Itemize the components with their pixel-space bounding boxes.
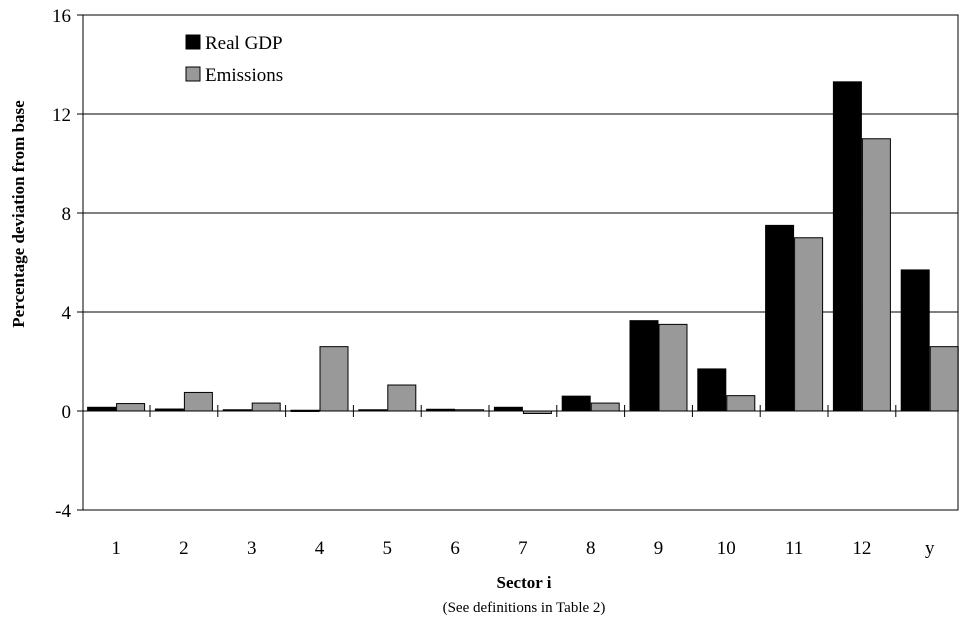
x-tick-label: y xyxy=(925,538,935,559)
bar-real-gdp xyxy=(900,269,930,412)
y-tick-label: 16 xyxy=(52,6,71,27)
legend-swatch xyxy=(185,34,201,50)
x-tick-label: 8 xyxy=(586,538,596,559)
x-tick-label: 7 xyxy=(518,538,528,559)
legend-label: Emissions xyxy=(205,65,283,86)
y-tick-label: 0 xyxy=(62,402,72,423)
y-tick-label: -4 xyxy=(55,501,71,522)
bar-emissions xyxy=(929,346,959,412)
x-axis-title: Sector i xyxy=(497,573,552,592)
x-tick-label: 10 xyxy=(717,538,736,559)
plot-frame xyxy=(82,14,959,511)
x-tick-label: 3 xyxy=(247,538,257,559)
x-tick-label: 11 xyxy=(785,538,803,559)
y-axis-title: Percentage deviation from base xyxy=(9,100,28,328)
x-tick-label: 12 xyxy=(852,538,871,559)
bar-emissions xyxy=(726,395,756,412)
y-tick-label: 8 xyxy=(62,204,72,225)
bar-emissions xyxy=(251,402,281,412)
axis-layer xyxy=(77,14,959,511)
bar-emissions xyxy=(658,323,688,412)
bar-emissions xyxy=(590,402,620,412)
x-tick-label: 4 xyxy=(315,538,325,559)
x-tick-label: 6 xyxy=(450,538,460,559)
y-tick-label: 4 xyxy=(62,303,72,324)
legend: Real GDP Emissions xyxy=(185,33,283,86)
bar-real-gdp xyxy=(493,406,523,412)
x-tick-label: 9 xyxy=(654,538,664,559)
bar-real-gdp xyxy=(697,368,727,412)
bar-emissions xyxy=(183,391,213,412)
grid-layer xyxy=(83,113,958,313)
x-tick-label: 5 xyxy=(383,538,393,559)
bar-emissions xyxy=(794,237,824,412)
x-tick-label: 1 xyxy=(111,538,121,559)
bar-emissions xyxy=(319,346,349,412)
bar-emissions xyxy=(387,384,417,412)
legend-swatch xyxy=(185,66,201,82)
bar-real-gdp xyxy=(561,395,591,412)
bar-emissions xyxy=(116,403,146,412)
y-tick-label: 12 xyxy=(52,105,71,126)
bar-layer xyxy=(87,81,959,414)
bar-real-gdp xyxy=(765,224,795,412)
x-tick-label: 2 xyxy=(179,538,189,559)
bar-real-gdp xyxy=(87,406,117,412)
bar-emissions xyxy=(861,138,891,412)
bar-real-gdp xyxy=(629,320,659,412)
x-axis-subtitle: (See definitions in Table 2) xyxy=(443,600,606,616)
bar-real-gdp xyxy=(832,81,862,412)
legend-label: Real GDP xyxy=(205,33,283,54)
